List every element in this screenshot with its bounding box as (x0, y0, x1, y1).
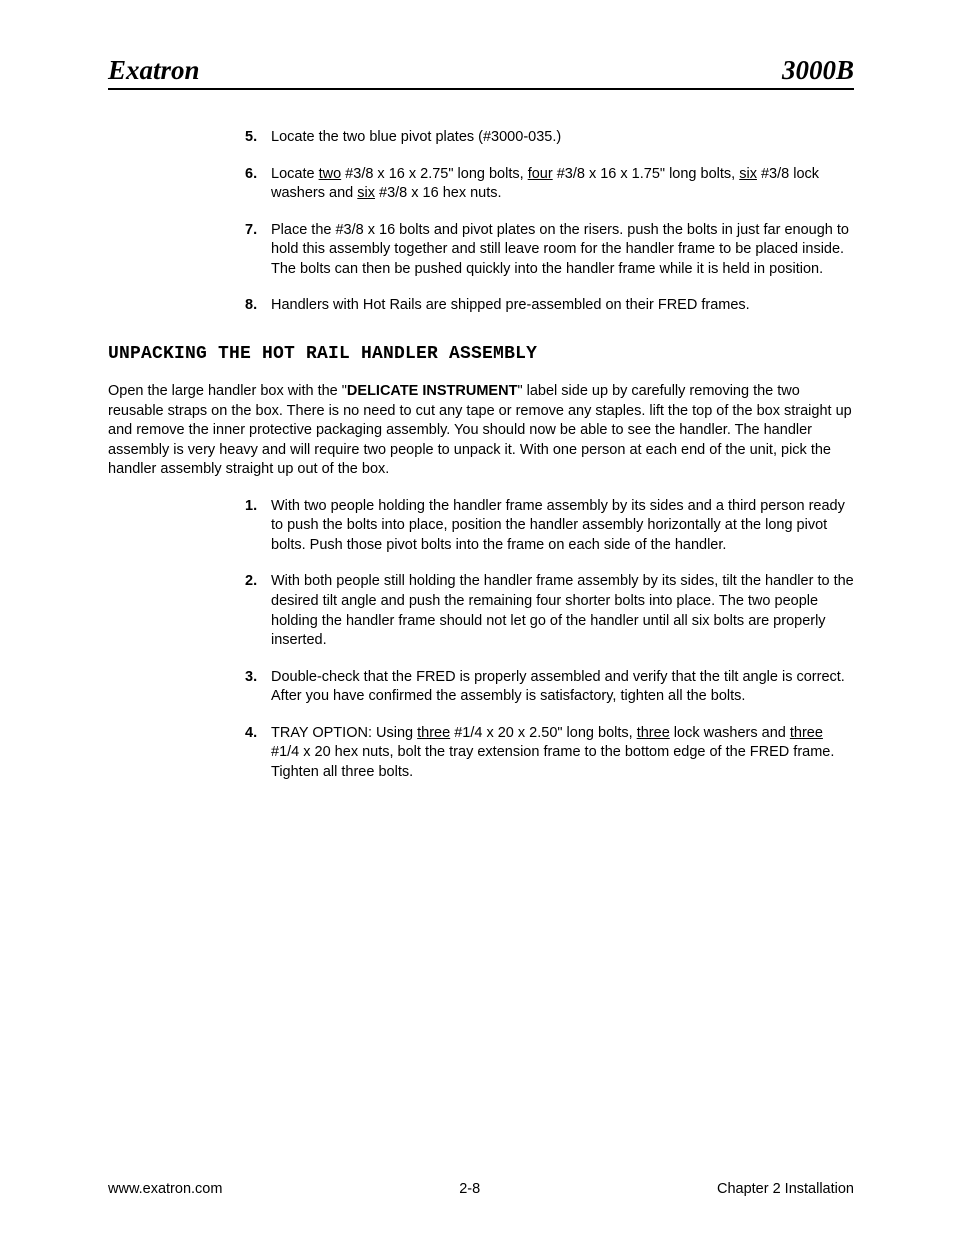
list-body: Handlers with Hot Rails are shipped pre-… (271, 296, 854, 316)
list-number: 1. (245, 497, 271, 556)
header-model: 3000B (782, 55, 854, 86)
intro-paragraph: Open the large handler box with the "DEL… (108, 382, 854, 480)
list-number: 7. (245, 221, 271, 280)
list-body: Place the #3/8 x 16 bolts and pivot plat… (271, 221, 854, 280)
list-item: 8. Handlers with Hot Rails are shipped p… (245, 296, 854, 316)
list-item: 2. With both people still holding the ha… (245, 572, 854, 650)
list-body: Locate two #3/8 x 16 x 2.75" long bolts,… (271, 165, 854, 204)
list-number: 5. (245, 128, 271, 148)
list-number: 6. (245, 165, 271, 204)
list-body: Locate the two blue pivot plates (#3000-… (271, 128, 854, 148)
list-item: 3. Double-check that the FRED is properl… (245, 668, 854, 707)
list-number: 3. (245, 668, 271, 707)
list-item: 1. With two people holding the handler f… (245, 497, 854, 556)
footer-url: www.exatron.com (108, 1181, 222, 1197)
top-numbered-list: 5. Locate the two blue pivot plates (#30… (245, 128, 854, 316)
list-number: 4. (245, 724, 271, 783)
list-number: 2. (245, 572, 271, 650)
page-footer: www.exatron.com 2-8 Chapter 2 Installati… (108, 1181, 854, 1197)
list-item: 4. TRAY OPTION: Using three #1/4 x 20 x … (245, 724, 854, 783)
footer-chapter: Chapter 2 Installation (717, 1181, 854, 1197)
bottom-numbered-list: 1. With two people holding the handler f… (245, 497, 854, 783)
list-number: 8. (245, 296, 271, 316)
list-body: With both people still holding the handl… (271, 572, 854, 650)
header-brand: Exatron (108, 55, 200, 86)
list-item: 6. Locate two #3/8 x 16 x 2.75" long bol… (245, 165, 854, 204)
page: Exatron 3000B 5. Locate the two blue piv… (0, 0, 954, 783)
page-header: Exatron 3000B (108, 55, 854, 90)
list-body: Double-check that the FRED is properly a… (271, 668, 854, 707)
footer-page-number: 2-8 (459, 1181, 480, 1197)
list-item: 7. Place the #3/8 x 16 bolts and pivot p… (245, 221, 854, 280)
list-item: 5. Locate the two blue pivot plates (#30… (245, 128, 854, 148)
list-body: TRAY OPTION: Using three #1/4 x 20 x 2.5… (271, 724, 854, 783)
list-body: With two people holding the handler fram… (271, 497, 854, 556)
section-heading: UNPACKING THE HOT RAIL HANDLER ASSEMBLY (108, 344, 854, 364)
